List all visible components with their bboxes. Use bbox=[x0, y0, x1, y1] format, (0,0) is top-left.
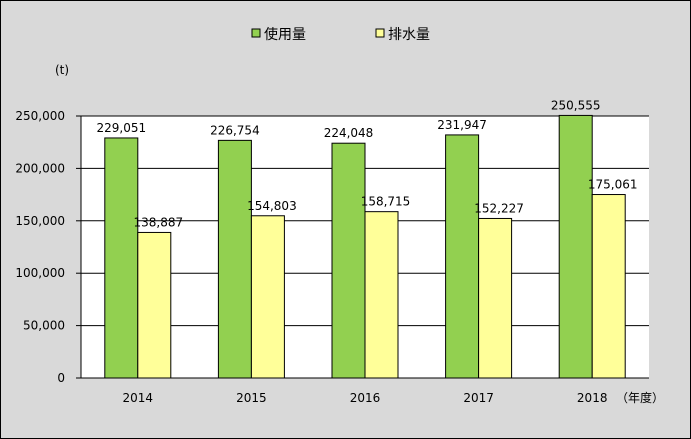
axes bbox=[76, 115, 649, 379]
bar bbox=[104, 137, 139, 379]
bar bbox=[558, 114, 593, 379]
data-label: 250,555 bbox=[551, 98, 601, 112]
y-tick-label: 100,000 bbox=[15, 266, 65, 280]
data-label: 152,227 bbox=[474, 201, 524, 215]
bar bbox=[331, 142, 366, 379]
x-tick-label: 2017 bbox=[463, 391, 494, 405]
data-label: 175,061 bbox=[588, 178, 638, 192]
legend-label: 排水量 bbox=[388, 27, 430, 43]
y-unit-label: (t) bbox=[55, 63, 69, 77]
y-tick-label: 200,000 bbox=[15, 161, 65, 175]
bar bbox=[217, 139, 252, 379]
bar bbox=[478, 217, 513, 379]
data-label: 231,947 bbox=[437, 118, 487, 132]
y-tick-label: 50,000 bbox=[23, 319, 65, 333]
data-label: 226,754 bbox=[210, 123, 260, 137]
legend-swatch bbox=[375, 28, 385, 38]
data-label: 224,048 bbox=[324, 126, 374, 140]
data-label: 154,803 bbox=[247, 199, 297, 213]
y-tick-label: 250,000 bbox=[15, 109, 65, 123]
legend-swatch bbox=[251, 28, 261, 38]
y-tick-label: 0 bbox=[57, 371, 65, 385]
legend-label: 使用量 bbox=[264, 26, 306, 43]
bar bbox=[591, 194, 626, 379]
x-tick-label: 2015 bbox=[236, 391, 267, 405]
bar bbox=[364, 211, 399, 379]
bar bbox=[445, 134, 480, 379]
legend: 使用量 排水量 bbox=[251, 26, 430, 43]
data-label: 138,887 bbox=[133, 215, 183, 229]
bars bbox=[104, 114, 626, 379]
data-label: 229,051 bbox=[96, 121, 146, 135]
y-tick-label: 150,000 bbox=[15, 214, 65, 228]
labels: 0 50,000 100,000 150,000 200,000 250,000 229,0… bbox=[15, 63, 664, 405]
data-label: 158,715 bbox=[361, 195, 411, 209]
x-tick-label: 2016 bbox=[350, 391, 381, 405]
x-unit-label: （年度） bbox=[616, 390, 664, 405]
x-tick-label: 2018 bbox=[577, 391, 608, 405]
bar bbox=[137, 231, 172, 379]
x-tick-label: 2014 bbox=[123, 391, 154, 405]
bar bbox=[250, 215, 285, 379]
